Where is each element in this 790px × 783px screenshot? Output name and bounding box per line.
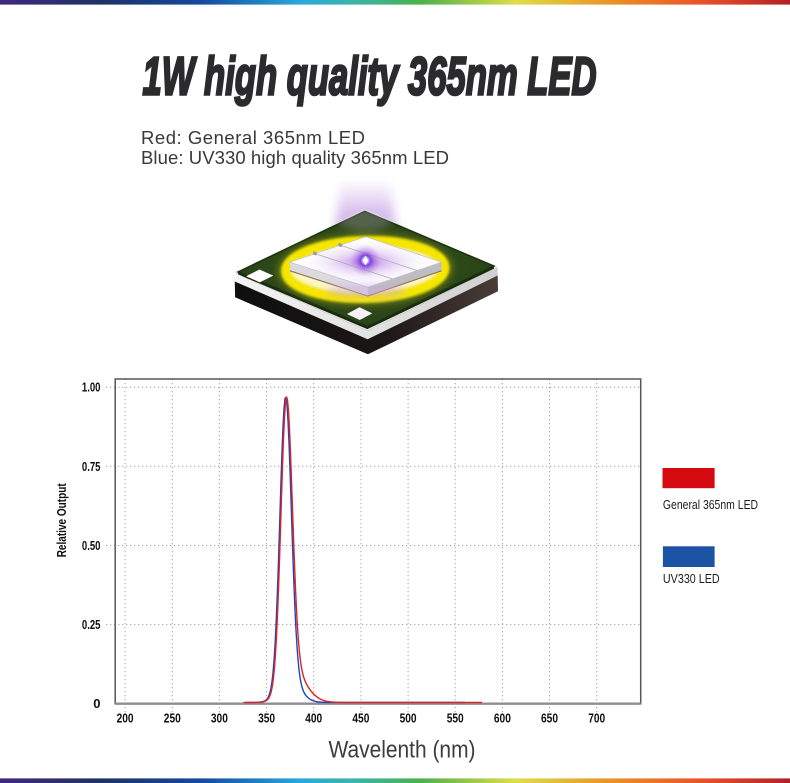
svg-text:General 365nm LED: General 365nm LED (663, 497, 758, 512)
svg-text:400: 400 (305, 711, 322, 726)
svg-text:1W high quality 365nm LED: 1W high quality 365nm LED (143, 47, 597, 107)
svg-text:250: 250 (164, 711, 181, 726)
svg-text:550: 550 (447, 711, 464, 726)
svg-text:500: 500 (400, 711, 417, 726)
svg-text:650: 650 (541, 711, 558, 726)
svg-text:0.75: 0.75 (82, 459, 101, 474)
svg-text:Red: General 365nm LED: Red: General 365nm LED (141, 127, 365, 148)
svg-text:450: 450 (352, 711, 369, 726)
svg-text:Relative Output: Relative Output (54, 483, 69, 558)
svg-text:600: 600 (494, 711, 511, 726)
svg-text:0.25: 0.25 (82, 617, 101, 632)
svg-text:0.50: 0.50 (82, 538, 101, 553)
svg-text:1.00: 1.00 (82, 380, 101, 395)
svg-text:700: 700 (588, 711, 605, 726)
svg-text:300: 300 (211, 711, 228, 726)
svg-text:UV330 LED: UV330 LED (663, 571, 720, 586)
svg-text:0: 0 (93, 696, 100, 711)
svg-text:200: 200 (117, 711, 134, 726)
svg-text:Wavelenth (nm): Wavelenth (nm) (329, 737, 476, 764)
svg-text:Blue: UV330 high quality 365n: Blue: UV330 high quality 365nm LED (141, 147, 449, 168)
svg-text:350: 350 (258, 711, 275, 726)
